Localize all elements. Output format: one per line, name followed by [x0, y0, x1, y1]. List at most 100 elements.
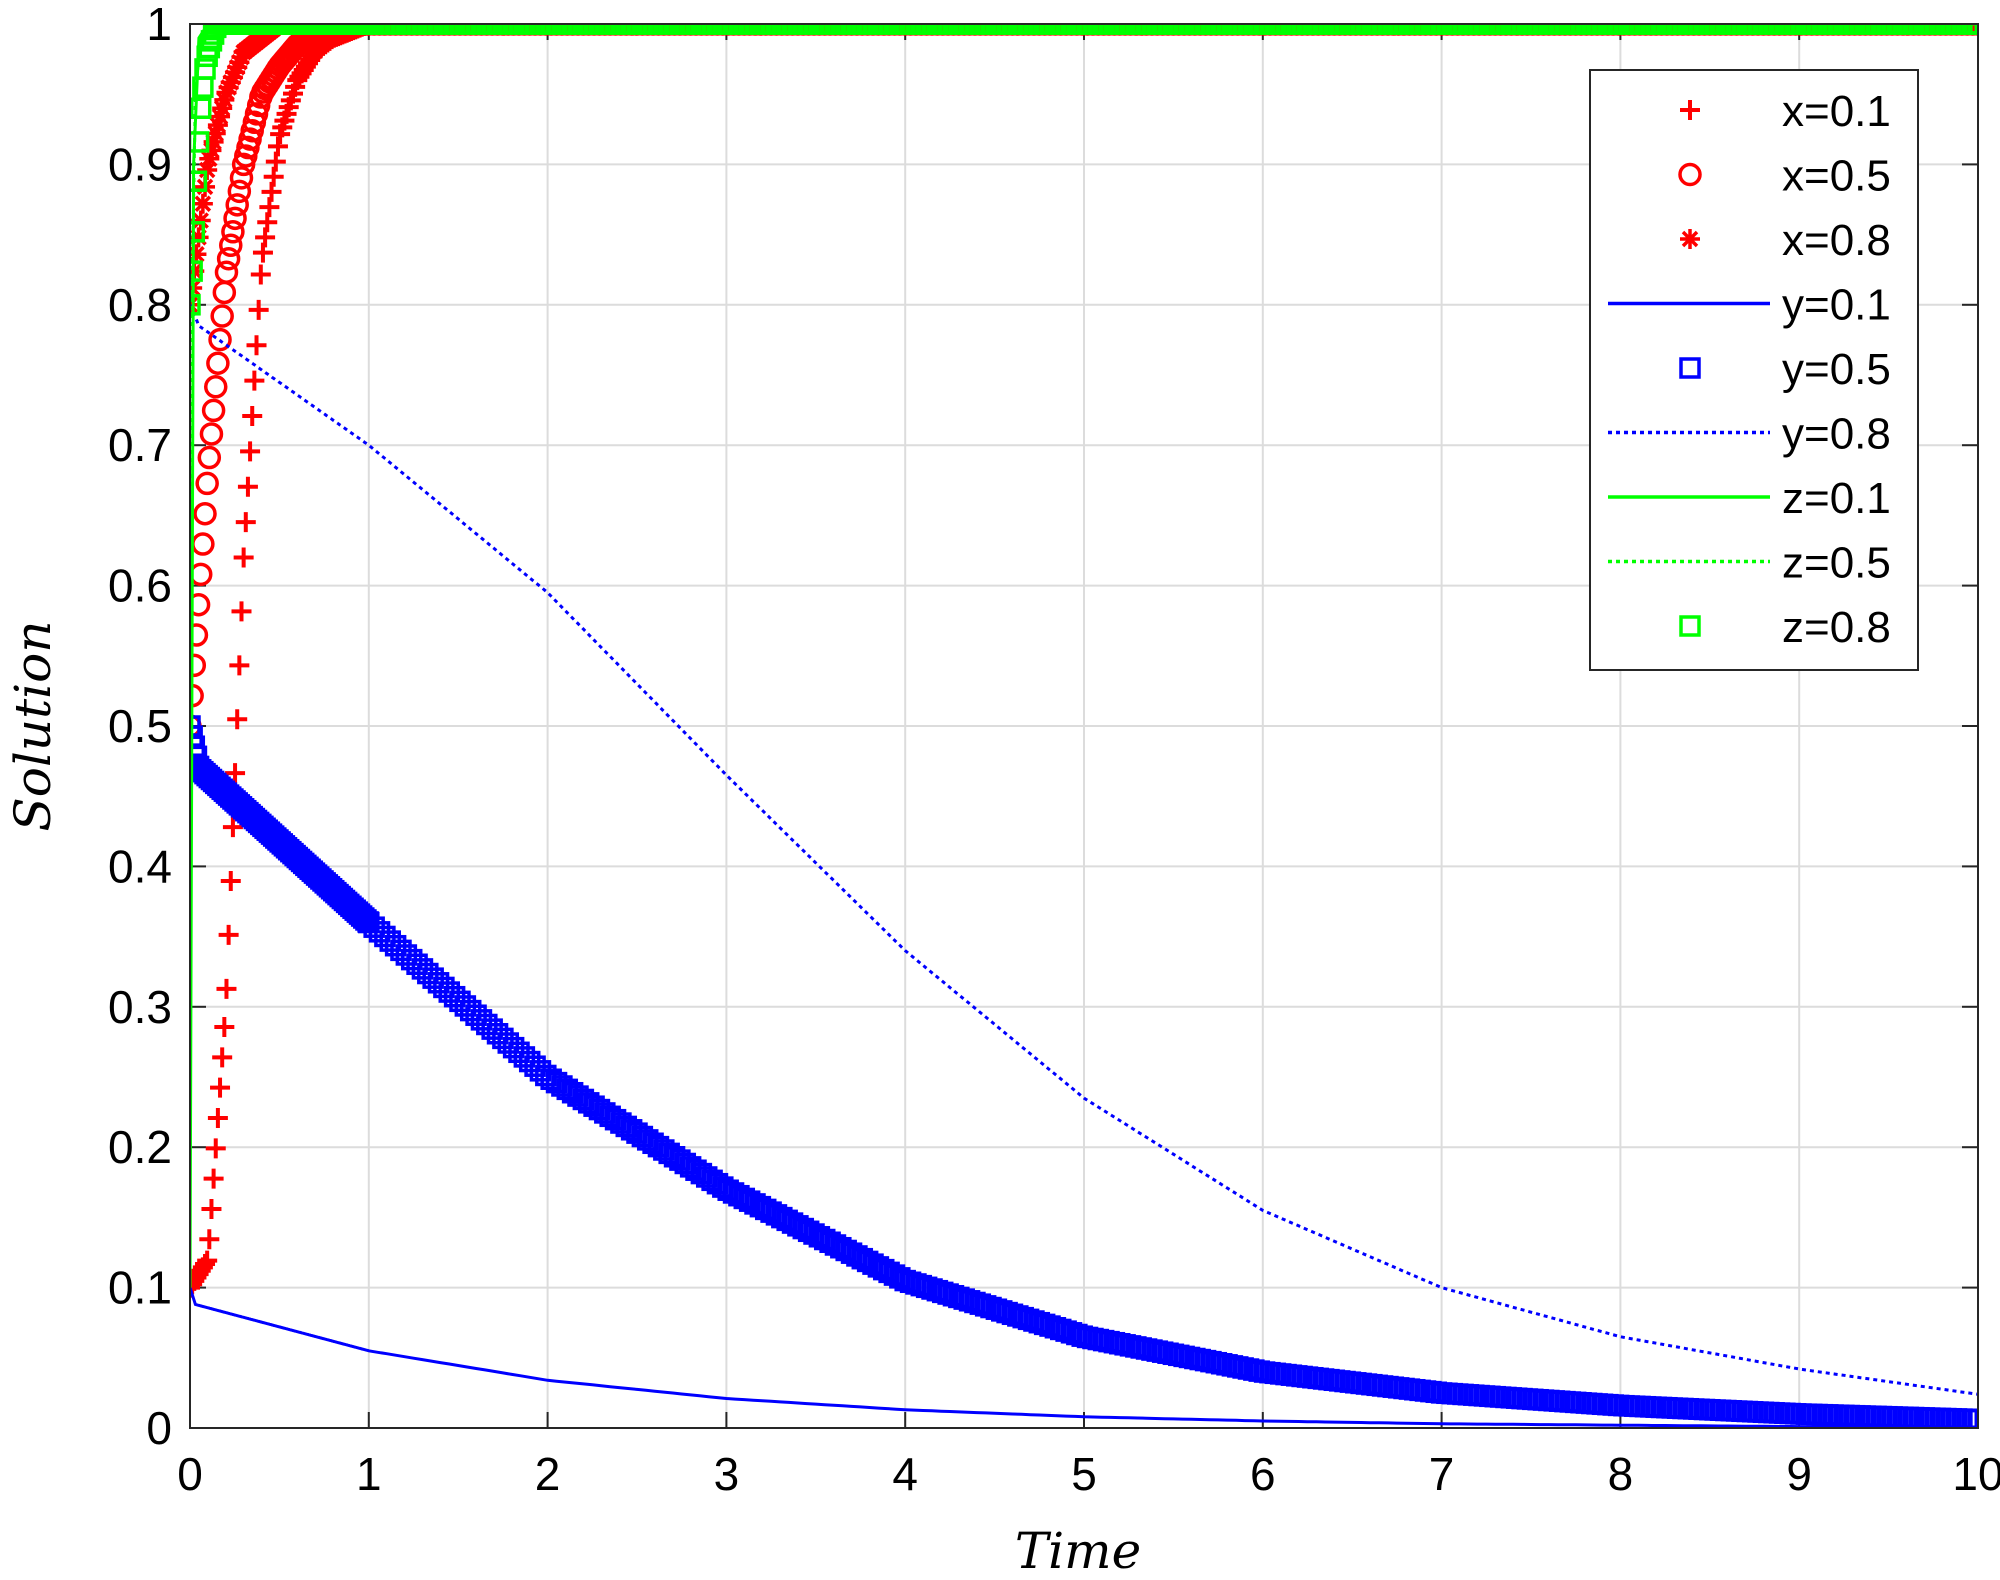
data-point	[214, 260, 239, 284]
data-point	[190, 1277, 200, 1298]
x-tick-label: 0	[177, 1448, 203, 1500]
data-point	[218, 924, 239, 945]
series-line	[190, 1287, 1978, 1428]
data-point	[190, 97, 212, 119]
data-point	[207, 115, 228, 136]
data-point	[267, 136, 288, 157]
data-point	[205, 123, 226, 144]
series-layer	[190, 24, 1978, 1428]
legend-label: y=0.5	[1782, 345, 1891, 394]
data-point	[190, 260, 203, 282]
y-axis-title: Solution	[4, 621, 62, 832]
x-tick-label: 1	[356, 1448, 382, 1500]
data-point	[201, 1198, 222, 1219]
series-y-0-5	[190, 715, 1978, 1428]
data-point	[190, 294, 201, 316]
legend-entry: y=0.5	[1679, 345, 1891, 394]
data-point	[214, 1017, 235, 1038]
legend-swatch	[1679, 357, 1701, 379]
legend-entry: x=0.8	[1680, 216, 1891, 265]
data-point	[231, 601, 252, 622]
data-point	[220, 72, 241, 93]
data-point	[210, 1077, 231, 1098]
data-point	[197, 1250, 218, 1271]
x-tick-label: 3	[714, 1448, 740, 1500]
data-point	[195, 1254, 216, 1275]
data-point	[195, 471, 219, 496]
series-z-0-8	[190, 24, 1978, 316]
data-point	[250, 264, 271, 285]
legend-label: y=0.8	[1782, 410, 1891, 459]
legend-swatch	[1680, 100, 1700, 120]
x-tick-label: 4	[892, 1448, 918, 1500]
data-point	[246, 335, 267, 356]
data-point	[216, 82, 237, 103]
legend-entry: x=0.5	[1678, 152, 1891, 201]
legend-box	[1589, 69, 1919, 671]
legend: x=0.1 x=0.5 x=0.8 y=0.1 y=0.5 y=0.8 z=0.1 z=0.5…	[1589, 69, 1919, 671]
legend-swatch	[1678, 162, 1702, 187]
data-point	[197, 160, 218, 181]
data-point	[212, 1047, 233, 1068]
data-point	[237, 476, 258, 497]
data-point	[248, 299, 269, 320]
y-tick-label: 0.5	[108, 700, 172, 752]
data-point	[350, 905, 373, 927]
y-tick-label: 0.4	[108, 840, 172, 892]
data-point	[190, 623, 209, 647]
data-point	[199, 148, 220, 169]
data-point	[223, 206, 247, 231]
data-point	[193, 501, 217, 526]
data-point	[207, 1108, 228, 1128]
data-point	[233, 547, 254, 568]
tick-labels: 0 1 2 3 4 5 6 7 8 9 10 0 0.1 0.2 0.3 0.4 0.5 0.6 0.7 0.8 0.9…	[108, 0, 2000, 1500]
data-point	[242, 405, 263, 426]
data-point	[210, 304, 234, 328]
data-point	[214, 89, 235, 110]
data-point	[252, 242, 273, 263]
data-point	[216, 246, 241, 271]
y-tick-label: 0.7	[108, 419, 172, 471]
data-point	[240, 441, 261, 462]
data-point	[212, 98, 233, 119]
data-point	[205, 1138, 226, 1159]
data-point	[201, 140, 222, 161]
y-tick-label: 0.2	[108, 1121, 172, 1173]
series-line	[190, 304, 1978, 1396]
data-point	[225, 193, 249, 217]
data-point	[218, 77, 239, 98]
data-point	[227, 179, 252, 204]
data-point	[190, 653, 207, 678]
x-tick-label: 2	[535, 1448, 561, 1500]
legend-entry: z=0.5	[1608, 539, 1891, 588]
data-point	[229, 52, 250, 73]
data-point	[1967, 1408, 1978, 1428]
x-tick-label: 7	[1429, 1448, 1455, 1500]
data-point	[220, 871, 241, 892]
data-point	[197, 445, 222, 470]
data-point	[225, 763, 246, 784]
series-y-0-1	[190, 1287, 1978, 1428]
legend-label: z=0.1	[1782, 474, 1891, 523]
legend-swatch	[1680, 229, 1700, 249]
data-point	[259, 197, 280, 218]
data-point	[216, 978, 237, 999]
plot-frame	[189, 23, 1979, 1429]
data-point	[227, 709, 248, 730]
x-tick-label: 10	[1952, 1448, 2000, 1500]
legend-entry: y=0.8	[1608, 410, 1891, 459]
y-tick-label: 0.6	[108, 560, 172, 612]
data-point	[203, 131, 224, 152]
data-point	[190, 221, 206, 243]
data-point	[201, 398, 226, 423]
data-point	[203, 1168, 224, 1189]
data-point	[190, 227, 209, 248]
x-axis-title: Time	[1015, 1522, 1141, 1580]
legend-label: z=0.8	[1782, 603, 1891, 652]
data-point	[244, 370, 265, 391]
data-point	[203, 375, 228, 399]
data-point	[190, 244, 207, 265]
legend-entry: z=0.1	[1608, 474, 1891, 523]
x-tick-label: 5	[1071, 1448, 1097, 1500]
data-point	[257, 212, 278, 233]
